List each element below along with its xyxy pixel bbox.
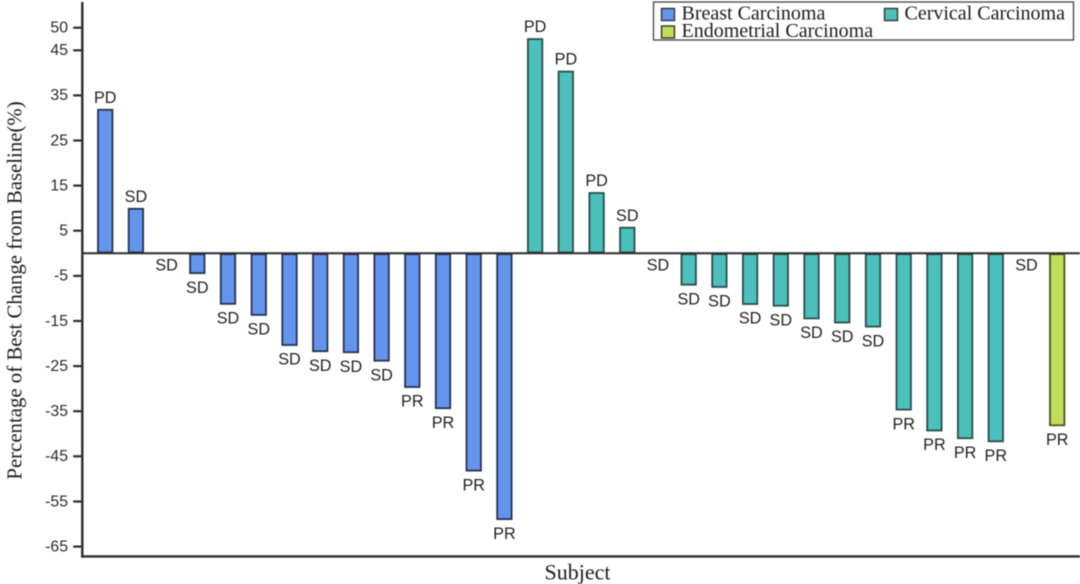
svg-text:SD: SD <box>831 328 854 346</box>
svg-text:45: 45 <box>50 42 68 59</box>
svg-text:PD: PD <box>585 172 608 190</box>
svg-text:SD: SD <box>217 310 240 328</box>
svg-text:PR: PR <box>954 444 977 462</box>
svg-text:-5: -5 <box>54 268 68 285</box>
svg-text:Breast Carcinoma: Breast Carcinoma <box>682 2 826 24</box>
svg-text:PR: PR <box>892 415 915 433</box>
svg-text:SD: SD <box>862 332 885 350</box>
svg-text:Cervical Carcinoma: Cervical Carcinoma <box>905 2 1066 24</box>
svg-text:SD: SD <box>739 310 762 328</box>
svg-text:SD: SD <box>708 293 731 311</box>
svg-text:PD: PD <box>94 89 117 107</box>
svg-text:SD: SD <box>340 358 363 376</box>
svg-text:PD: PD <box>524 18 547 36</box>
svg-text:-15: -15 <box>45 313 68 330</box>
svg-text:Endometrial Carcinoma: Endometrial Carcinoma <box>682 20 874 42</box>
svg-text:SD: SD <box>770 311 793 329</box>
svg-text:-65: -65 <box>45 538 68 555</box>
svg-text:-55: -55 <box>45 493 68 510</box>
svg-text:SD: SD <box>248 321 271 339</box>
svg-text:SD: SD <box>800 324 823 342</box>
svg-text:50: 50 <box>50 20 68 37</box>
svg-text:PR: PR <box>1046 431 1069 449</box>
svg-text:25: 25 <box>50 132 68 149</box>
svg-text:PD: PD <box>555 51 578 69</box>
svg-text:-45: -45 <box>45 448 68 465</box>
svg-text:SD: SD <box>309 357 332 375</box>
svg-text:5: 5 <box>59 223 68 240</box>
svg-text:15: 15 <box>50 177 68 194</box>
svg-text:Percentage of Best Change from: Percentage of Best Change from Baseline(… <box>4 101 27 479</box>
svg-text:PR: PR <box>493 525 516 543</box>
svg-text:PR: PR <box>432 414 455 432</box>
svg-text:35: 35 <box>50 87 68 104</box>
svg-text:SD: SD <box>278 351 301 369</box>
svg-text:-25: -25 <box>45 358 68 375</box>
svg-text:PR: PR <box>462 476 485 494</box>
svg-text:-35: -35 <box>45 403 68 420</box>
svg-text:PR: PR <box>985 447 1008 465</box>
svg-text:SD: SD <box>370 366 393 384</box>
svg-text:PR: PR <box>923 436 946 454</box>
svg-text:SD: SD <box>186 279 209 297</box>
svg-text:SD: SD <box>616 207 639 225</box>
svg-text:SD: SD <box>155 257 178 275</box>
svg-text:SD: SD <box>647 257 670 275</box>
svg-text:PR: PR <box>401 393 424 411</box>
svg-text:SD: SD <box>1015 257 1038 275</box>
svg-text:Subject: Subject <box>545 560 611 584</box>
svg-text:SD: SD <box>677 290 700 308</box>
svg-text:SD: SD <box>125 188 148 206</box>
